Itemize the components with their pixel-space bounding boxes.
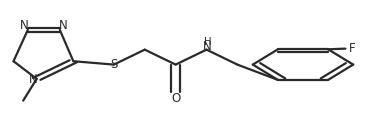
Text: N: N bbox=[59, 19, 67, 32]
Text: N: N bbox=[203, 40, 212, 53]
Text: N: N bbox=[29, 73, 37, 86]
Text: H: H bbox=[203, 37, 211, 47]
Text: O: O bbox=[171, 92, 180, 105]
Text: F: F bbox=[349, 42, 356, 55]
Text: S: S bbox=[110, 58, 118, 71]
Text: N: N bbox=[20, 19, 29, 32]
